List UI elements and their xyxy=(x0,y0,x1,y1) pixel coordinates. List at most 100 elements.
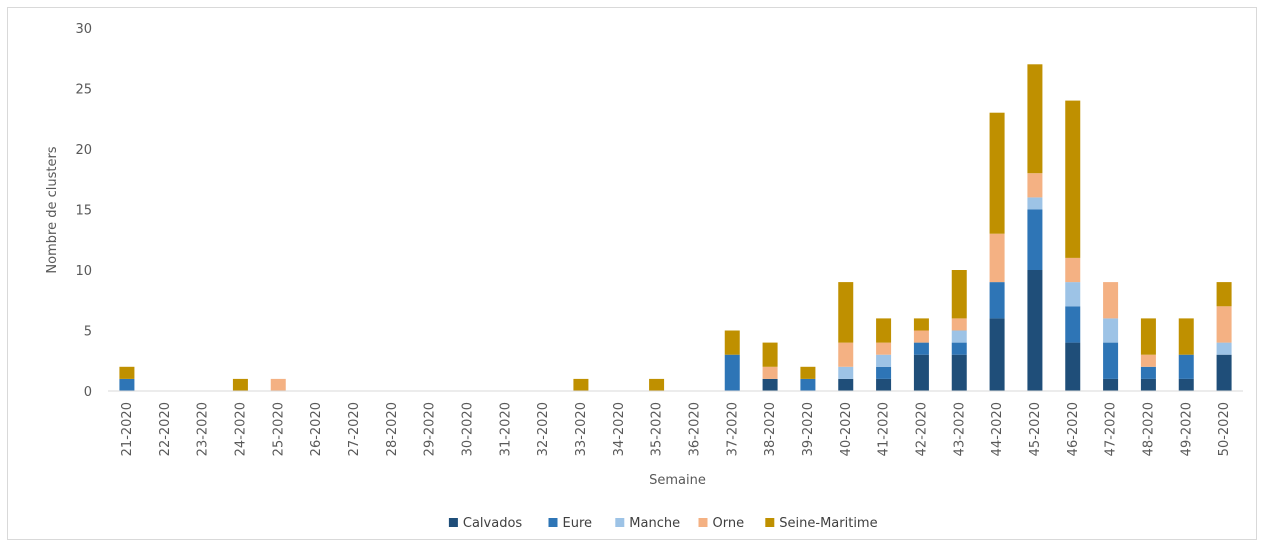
x-tick-label: 37-2020 xyxy=(725,402,740,456)
legend-swatch xyxy=(765,518,775,527)
legend: Calvados Eure Manche Orne Seine-Maritime xyxy=(448,516,878,531)
bar-segment xyxy=(1027,64,1043,174)
bar-segment xyxy=(989,112,1005,234)
bar-segment xyxy=(989,318,1005,391)
y-tick-label: 10 xyxy=(75,264,92,279)
bar-segment xyxy=(951,318,967,331)
legend-swatch xyxy=(548,518,558,527)
bar-segment xyxy=(838,282,854,343)
x-tick-label: 46-2020 xyxy=(1066,402,1081,456)
bar-segment xyxy=(1140,378,1156,391)
y-axis-ticks: 0 5 10 15 20 25 30 xyxy=(75,22,92,400)
legend-swatch xyxy=(698,518,708,527)
legend-label: Seine-Maritime xyxy=(779,516,877,531)
bars xyxy=(119,64,1232,391)
bar-segment xyxy=(1065,306,1081,343)
bar-segment xyxy=(1140,354,1156,367)
y-tick-label: 0 xyxy=(84,385,92,400)
bar-segment xyxy=(800,378,816,391)
bar-segment xyxy=(838,342,854,367)
bar-segment xyxy=(913,318,929,331)
bar-segment xyxy=(913,330,929,343)
x-tick-label: 35-2020 xyxy=(650,402,665,456)
legend-label: Eure xyxy=(563,516,593,531)
x-tick-label: 27-2020 xyxy=(347,402,362,456)
bar-segment xyxy=(951,342,967,355)
legend-swatch xyxy=(448,518,458,527)
bar-segment xyxy=(1027,197,1043,210)
x-tick-label: 36-2020 xyxy=(687,402,702,456)
x-tick-label: 31-2020 xyxy=(498,402,513,456)
x-tick-label: 32-2020 xyxy=(536,402,551,456)
x-tick-label: 21-2020 xyxy=(120,402,135,456)
x-tick-label: 39-2020 xyxy=(801,402,816,456)
x-tick-label: 41-2020 xyxy=(877,402,892,456)
bar-segment xyxy=(913,342,929,355)
bar-segment xyxy=(270,378,286,391)
bar-segment xyxy=(1027,173,1043,198)
y-tick-label: 5 xyxy=(84,325,92,340)
bar-segment xyxy=(1216,282,1232,307)
bar-segment xyxy=(1216,354,1232,391)
bar-segment xyxy=(876,366,892,379)
x-tick-label: 48-2020 xyxy=(1141,402,1156,456)
bar-segment xyxy=(724,354,740,391)
legend-label: Calvados xyxy=(463,516,523,531)
bar-segment xyxy=(762,342,778,367)
y-tick-label: 20 xyxy=(75,143,92,158)
bar-segment xyxy=(951,354,967,391)
x-axis-ticks: 21-2020 22-2020 23-2020 24-2020 25-2020 26-20… xyxy=(120,402,1232,456)
bar-segment xyxy=(762,366,778,379)
bar-segment xyxy=(724,330,740,355)
bar-segment xyxy=(1216,342,1232,355)
bar-segment xyxy=(800,366,816,379)
chart-frame xyxy=(7,7,1257,540)
bar-segment xyxy=(649,378,665,391)
x-tick-label: 26-2020 xyxy=(309,402,324,456)
x-tick-label: 43-2020 xyxy=(952,402,967,456)
y-axis-title: Nombre de clusters xyxy=(45,146,60,273)
legend-swatch xyxy=(615,518,625,527)
bar-segment xyxy=(1178,378,1194,391)
x-axis-title: Semaine xyxy=(649,473,706,488)
bar-segment xyxy=(951,270,967,319)
bar-segment xyxy=(1140,318,1156,355)
bar-segment xyxy=(1216,306,1232,343)
x-tick-label: 45-2020 xyxy=(1028,402,1043,456)
bar-segment xyxy=(1103,342,1119,379)
x-tick-label: 25-2020 xyxy=(271,402,286,456)
bar-segment xyxy=(989,282,1005,319)
x-tick-label: 30-2020 xyxy=(460,402,475,456)
bar-segment xyxy=(876,354,892,367)
bar-segment xyxy=(838,378,854,391)
x-tick-label: 40-2020 xyxy=(839,402,854,456)
x-tick-label: 47-2020 xyxy=(1104,402,1119,456)
x-tick-label: 50-2020 xyxy=(1217,402,1232,456)
bar-segment xyxy=(838,366,854,379)
bar-segment xyxy=(119,378,135,391)
bar-segment xyxy=(913,354,929,391)
bar-segment xyxy=(762,378,778,391)
x-tick-label: 28-2020 xyxy=(385,402,400,456)
x-tick-label: 22-2020 xyxy=(158,402,173,456)
x-tick-label: 23-2020 xyxy=(196,402,211,456)
bar-segment xyxy=(1065,257,1081,283)
x-tick-label: 42-2020 xyxy=(914,402,929,456)
bar-segment xyxy=(1140,366,1156,379)
bar-segment xyxy=(1103,318,1119,343)
x-tick-label: 49-2020 xyxy=(1179,402,1194,456)
bar-segment xyxy=(573,378,589,391)
bar-segment xyxy=(1027,270,1043,391)
bar-segment xyxy=(1065,282,1081,307)
bar-segment xyxy=(1065,342,1081,391)
y-tick-label: 30 xyxy=(75,22,92,37)
bar-segment xyxy=(951,330,967,343)
bar-segment xyxy=(1178,354,1194,379)
bar-segment xyxy=(876,318,892,343)
bar-segment xyxy=(1103,378,1119,391)
x-tick-label: 38-2020 xyxy=(763,402,778,456)
legend-label: Manche xyxy=(629,516,680,531)
x-tick-label: 33-2020 xyxy=(574,402,589,456)
bar-segment xyxy=(989,233,1005,283)
